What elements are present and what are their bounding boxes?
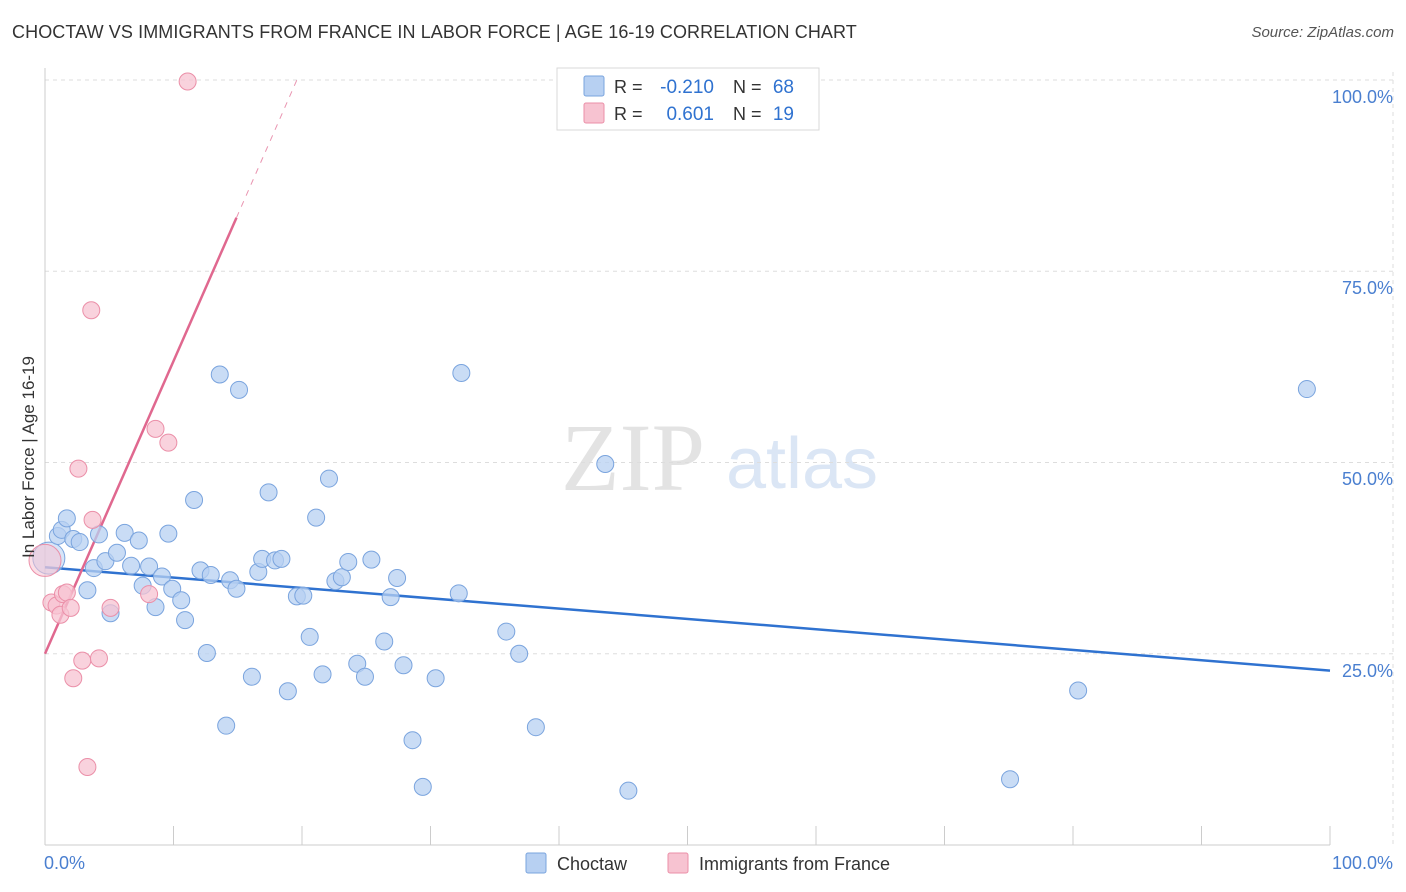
point-choctaw-14 bbox=[129, 531, 148, 550]
point-choctaw-22 bbox=[176, 611, 195, 630]
point-choctaw-6 bbox=[78, 581, 97, 600]
point-choctaw-3 bbox=[57, 509, 76, 528]
point-france-0 bbox=[28, 543, 62, 577]
point-choctaw-42 bbox=[307, 508, 326, 527]
point-choctaw-55 bbox=[403, 731, 422, 750]
bottom-legend: Choctaw Immigrants from France bbox=[525, 852, 890, 874]
stats-legend-swatch-choctaw bbox=[583, 75, 605, 97]
point-choctaw-65 bbox=[1001, 770, 1020, 789]
stats-n-value-france: 19 bbox=[773, 104, 794, 125]
point-choctaw-12 bbox=[115, 523, 134, 542]
x-tick-label-min: 0.0% bbox=[44, 853, 85, 873]
point-choctaw-58 bbox=[449, 584, 468, 603]
point-choctaw-25 bbox=[197, 643, 216, 662]
point-choctaw-61 bbox=[510, 644, 529, 663]
scatter-points bbox=[28, 72, 1316, 800]
point-choctaw-21 bbox=[172, 591, 191, 610]
point-france-5 bbox=[57, 583, 76, 602]
point-choctaw-47 bbox=[339, 552, 358, 571]
point-choctaw-37 bbox=[272, 549, 291, 568]
point-france-12 bbox=[83, 510, 102, 529]
point-choctaw-41 bbox=[300, 627, 319, 646]
point-choctaw-49 bbox=[355, 667, 374, 686]
point-france-15 bbox=[140, 585, 159, 604]
grid-lines bbox=[45, 72, 1394, 845]
point-france-18 bbox=[178, 72, 197, 91]
point-choctaw-53 bbox=[388, 569, 407, 588]
point-france-9 bbox=[73, 651, 92, 670]
legend-swatch-choctaw bbox=[525, 852, 547, 874]
point-choctaw-38 bbox=[278, 682, 297, 701]
x-tick-label-max: 100.0% bbox=[1332, 853, 1393, 873]
stats-legend-swatch-france bbox=[583, 102, 605, 124]
point-france-11 bbox=[82, 301, 101, 320]
point-france-16 bbox=[146, 419, 165, 438]
point-choctaw-43 bbox=[313, 665, 332, 684]
point-choctaw-46 bbox=[332, 568, 351, 587]
stats-r-value-france: 0.601 bbox=[666, 104, 714, 125]
legend-label-choctaw: Choctaw bbox=[557, 854, 628, 874]
stats-n-value-choctaw: 68 bbox=[773, 77, 794, 98]
point-choctaw-32 bbox=[242, 667, 261, 686]
point-france-14 bbox=[101, 598, 120, 617]
watermark-zip: ZIP bbox=[561, 404, 705, 511]
point-choctaw-35 bbox=[259, 483, 278, 502]
y-tick-label-100: 100.0% bbox=[1332, 87, 1393, 107]
trend-line-france-dashed bbox=[236, 79, 298, 218]
point-choctaw-18 bbox=[152, 567, 171, 586]
point-choctaw-44 bbox=[319, 469, 338, 488]
point-choctaw-54 bbox=[394, 656, 413, 675]
point-choctaw-66 bbox=[1069, 681, 1088, 700]
trend-line-choctaw bbox=[44, 566, 1331, 672]
point-choctaw-27 bbox=[210, 365, 229, 384]
point-choctaw-28 bbox=[217, 716, 236, 735]
point-choctaw-19 bbox=[159, 524, 178, 543]
y-tick-label-50: 50.0% bbox=[1342, 469, 1393, 489]
watermark-atlas: atlas bbox=[726, 424, 878, 504]
point-choctaw-59 bbox=[452, 363, 471, 382]
point-choctaw-63 bbox=[596, 455, 615, 474]
point-choctaw-57 bbox=[426, 669, 445, 688]
trend-lines bbox=[43, 79, 1331, 672]
point-choctaw-30 bbox=[227, 579, 246, 598]
y-axis-label: In Labor Force | Age 16-19 bbox=[19, 356, 38, 558]
point-choctaw-56 bbox=[413, 777, 432, 796]
stats-n-label-choctaw: N = bbox=[733, 77, 762, 97]
point-choctaw-31 bbox=[230, 380, 249, 399]
point-france-6 bbox=[61, 598, 80, 617]
point-france-7 bbox=[64, 669, 83, 688]
stats-r-label-france: R = bbox=[614, 104, 643, 124]
point-choctaw-62 bbox=[526, 718, 545, 737]
y-tick-label-75: 75.0% bbox=[1342, 278, 1393, 298]
point-france-10 bbox=[78, 757, 97, 776]
point-france-13 bbox=[89, 649, 108, 668]
axes bbox=[44, 68, 1331, 846]
stats-r-value-choctaw: -0.210 bbox=[660, 77, 714, 98]
point-choctaw-51 bbox=[375, 632, 394, 651]
point-choctaw-52 bbox=[381, 588, 400, 607]
point-choctaw-5 bbox=[70, 533, 89, 552]
legend-swatch-france bbox=[667, 852, 689, 874]
point-france-8 bbox=[69, 459, 88, 478]
source-label: Source: ZipAtlas.com bbox=[1251, 24, 1394, 41]
point-choctaw-23 bbox=[185, 490, 204, 509]
chart-title: CHOCTAW VS IMMIGRANTS FROM FRANCE IN LAB… bbox=[12, 22, 857, 42]
point-choctaw-64 bbox=[619, 781, 638, 800]
trend-line-france bbox=[43, 217, 238, 655]
point-choctaw-13 bbox=[122, 556, 141, 575]
stats-legend: R = -0.210 N = 68 R = 0.601 N = 19 bbox=[556, 67, 820, 131]
stats-n-label-france: N = bbox=[733, 104, 762, 124]
point-france-17 bbox=[159, 433, 178, 452]
point-choctaw-50 bbox=[362, 550, 381, 569]
legend-label-france: Immigrants from France bbox=[699, 854, 890, 874]
point-choctaw-67 bbox=[1297, 380, 1316, 399]
point-choctaw-26 bbox=[201, 565, 220, 584]
point-choctaw-11 bbox=[107, 543, 126, 562]
stats-r-label-choctaw: R = bbox=[614, 77, 643, 97]
point-choctaw-60 bbox=[497, 622, 516, 641]
point-choctaw-40 bbox=[294, 586, 313, 605]
point-choctaw-16 bbox=[140, 557, 159, 576]
y-tick-label-25: 25.0% bbox=[1342, 661, 1393, 681]
